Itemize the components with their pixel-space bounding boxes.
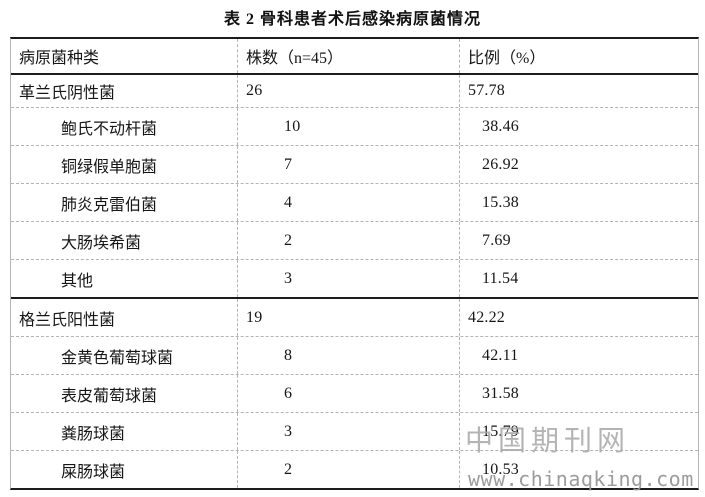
percentage-cell: 7.69 (459, 222, 698, 259)
table-row: 屎肠球菌 2 10.53 (11, 450, 698, 488)
strain-count-cell: 4 (237, 184, 459, 221)
percentage-cell: 57.78 (459, 75, 698, 107)
percentage-cell: 11.54 (459, 260, 698, 297)
percentage-cell: 26.92 (459, 146, 698, 183)
percentage-cell: 42.22 (459, 299, 698, 336)
table-row: 鲍氏不动杆菌 10 38.46 (11, 107, 698, 145)
table-row: 金黄色葡萄球菌 8 42.11 (11, 336, 698, 374)
pathogen-name-cell: 粪肠球菌 (61, 425, 126, 443)
pathogen-name-cell: 其他 (61, 272, 94, 290)
percentage-cell: 15.38 (459, 184, 698, 221)
table-row: 表皮葡萄球菌 6 31.58 (11, 374, 698, 412)
pathogen-name-cell: 铜绿假单胞菌 (61, 158, 158, 176)
pathogen-name-cell: 鲍氏不动杆菌 (61, 120, 158, 138)
pathogen-name-cell: 金黄色葡萄球菌 (61, 349, 174, 367)
table-row: 铜绿假单胞菌 7 26.92 (11, 145, 698, 183)
percentage-cell: 42.11 (459, 337, 698, 374)
strain-count-cell: 3 (237, 260, 459, 297)
percentage-cell: 31.58 (459, 375, 698, 412)
table-row: 革兰氏阴性菌 26 57.78 (11, 75, 698, 107)
strain-count-cell: 10 (237, 108, 459, 145)
pathogen-name-cell: 肺炎克雷伯菌 (61, 196, 158, 214)
table-caption: 表 2 骨科患者术后感染病原菌情况 (223, 11, 481, 28)
strain-count-cell: 2 (237, 222, 459, 259)
pathogen-table: 病原菌种类 株数（n=45） 比例（%） 革兰氏阴性菌 26 57.78 鲍氏不… (10, 37, 699, 490)
table-row: 大肠埃希菌 2 7.69 (11, 221, 698, 259)
table-row: 粪肠球菌 3 15.79 (11, 412, 698, 450)
strain-count-cell: 3 (237, 413, 459, 450)
strain-count-cell: 26 (237, 75, 459, 107)
strain-count-cell: 6 (237, 375, 459, 412)
pathogen-name-cell: 革兰氏阴性菌 (19, 85, 116, 102)
header-pathogen-type: 病原菌种类 (19, 50, 100, 67)
table-row: 其他 3 11.54 (11, 259, 698, 297)
table-row: 格兰氏阳性菌 19 42.22 (11, 297, 698, 336)
percentage-cell: 38.46 (459, 108, 698, 145)
strain-count-cell: 19 (237, 299, 459, 336)
pathogen-name-cell: 屎肠球菌 (61, 463, 126, 481)
header-strain-count: 株数（n=45） (237, 39, 459, 73)
strain-count-cell: 8 (237, 337, 459, 374)
pathogen-name-cell: 格兰氏阳性菌 (19, 311, 116, 329)
percentage-cell: 15.79 (459, 413, 698, 450)
header-percentage: 比例（%） (459, 39, 698, 73)
pathogen-name-cell: 表皮葡萄球菌 (61, 387, 158, 405)
strain-count-cell: 2 (237, 451, 459, 488)
table-body: 革兰氏阴性菌 26 57.78 鲍氏不动杆菌 10 38.46 铜绿假单胞菌 7… (11, 75, 698, 488)
table-row: 肺炎克雷伯菌 4 15.38 (11, 183, 698, 221)
percentage-cell: 10.53 (459, 451, 698, 488)
pathogen-name-cell: 大肠埃希菌 (61, 234, 142, 252)
table-header-row: 病原菌种类 株数（n=45） 比例（%） (11, 39, 698, 75)
strain-count-cell: 7 (237, 146, 459, 183)
